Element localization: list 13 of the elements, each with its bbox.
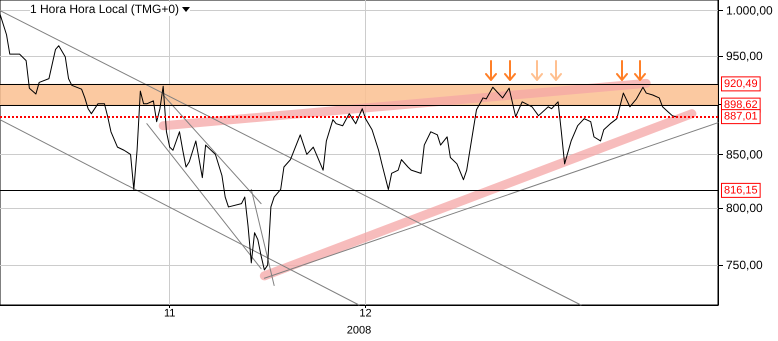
chart-title: 1 Hora Hora Local (TMG+0) — [30, 2, 180, 16]
y-tick-label: 800,00 — [726, 201, 764, 216]
ref-line-label: 920,49 — [724, 78, 758, 90]
ref-line-label: 898,62 — [724, 99, 758, 112]
x-tick-label: 12 — [359, 308, 372, 320]
y-tick-label: 850,00 — [726, 147, 764, 162]
x-tick-label: 11 — [164, 308, 176, 320]
x-axis-title: 2008 — [346, 324, 372, 336]
y-tick-label: 950,00 — [726, 48, 764, 63]
ref-line-label: 887,01 — [724, 110, 758, 123]
y-tick-label: 750,00 — [726, 258, 764, 272]
ref-line-label: 816,15 — [724, 184, 758, 196]
y-tick-label: 1.000,00 — [726, 4, 774, 18]
